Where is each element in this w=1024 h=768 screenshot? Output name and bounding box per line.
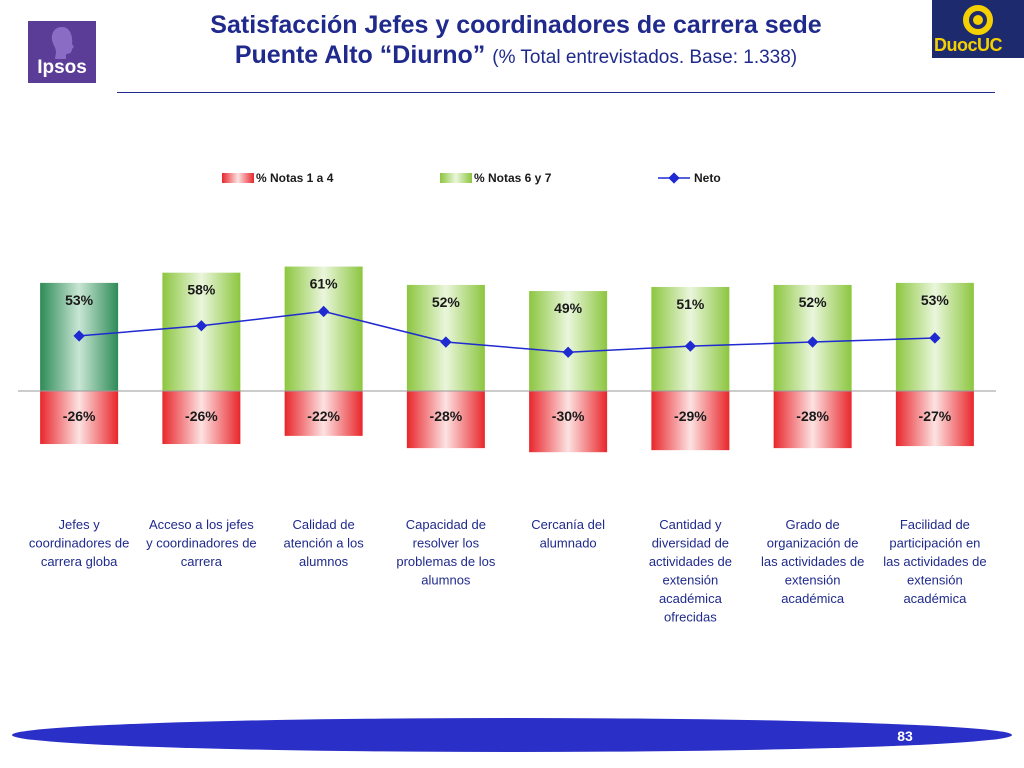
positive-value-label: 52% [432, 294, 461, 310]
category-label: y coordinadores de [146, 536, 257, 551]
positive-bar [529, 291, 608, 391]
negative-bar [284, 391, 363, 436]
category-labels: Jefes y coordinadores de carrera globa Acce… [29, 517, 987, 625]
category-label: académica [659, 591, 723, 606]
negative-value-label: -30% [552, 408, 585, 424]
duoc-logo-text: DuocUC [934, 35, 1003, 55]
negative-bar [651, 391, 730, 451]
category-label: alumnos [421, 573, 471, 588]
ipsos-head-icon [51, 27, 74, 59]
category-label: Acceso a los jefes [149, 517, 254, 532]
net-point [929, 332, 941, 344]
title-line-2-main: Puente Alto “Diurno” [234, 41, 486, 69]
negative-bar [529, 391, 608, 453]
page-number: 83 [897, 728, 913, 744]
footer-bar [12, 718, 1012, 752]
ipsos-logo: Ipsos [28, 21, 96, 83]
legend-label: % Notas 6 y 7 [474, 171, 552, 185]
positive-value-label: 58% [187, 282, 216, 298]
net-point [806, 336, 819, 348]
category-label: ofrecidas [664, 610, 717, 625]
category-label: las actividades de [761, 554, 864, 569]
category-label: Cantidad y [659, 517, 722, 532]
legend-label: Neto [694, 171, 721, 185]
positive-value-label: 49% [554, 300, 583, 316]
legend-marker [668, 172, 680, 184]
category-label: atención a los [284, 536, 365, 551]
category-label: las actividades de [883, 554, 986, 569]
negative-bar [162, 391, 241, 445]
net-point [562, 346, 574, 358]
negative-value-label: -27% [919, 408, 952, 424]
chart-legend: % Notas 1 a 4 % Notas 6 y 7 Neto [222, 171, 721, 185]
negative-value-label: -29% [674, 408, 707, 424]
category-label: extensión [663, 573, 719, 588]
category-label: Cercanía del [531, 517, 605, 532]
negative-value-label: -26% [185, 408, 218, 424]
positive-value-label: 52% [799, 294, 828, 310]
category-label: resolver los [413, 536, 480, 551]
negative-value-label: -26% [63, 408, 96, 424]
category-label: carrera [181, 554, 223, 569]
legend-swatch [222, 173, 254, 183]
category-label: participación en [889, 536, 980, 551]
category-label: Jefes y [59, 517, 101, 532]
net-line [79, 310, 935, 353]
category-label: Grado de [786, 517, 840, 532]
positive-bar [651, 286, 730, 391]
net-point [317, 305, 330, 318]
category-label: académica [781, 591, 845, 606]
duoc-crest-icon [961, 3, 995, 37]
legend-label: % Notas 1 a 4 [256, 171, 334, 185]
category-label: alumnos [299, 554, 349, 569]
positive-bar [162, 272, 241, 391]
category-label: diversidad de [652, 536, 729, 551]
positive-value-label: 61% [310, 276, 339, 292]
category-label: extensión [907, 573, 963, 588]
category-label: carrera globa [41, 554, 118, 569]
category-label: organización de [767, 536, 859, 551]
category-label: alumnado [540, 536, 597, 551]
positive-bars [40, 266, 974, 391]
category-label: académica [903, 591, 967, 606]
positive-value-label: 51% [676, 296, 705, 312]
positive-value-label: 53% [921, 292, 950, 308]
category-label: Facilidad de [900, 517, 970, 532]
category-label: problemas de los [396, 554, 495, 569]
positive-value-label: 53% [65, 292, 94, 308]
title-line-2: Puente Alto “Diurno” (% Total entrevista… [110, 40, 922, 73]
title-subtitle: (% Total entrevistados. Base: 1.338) [492, 47, 798, 68]
satisfaction-chart: % Notas 1 a 4 % Notas 6 y 7 Neto 53% -26% 58… [18, 171, 996, 625]
category-label: Calidad de [293, 517, 355, 532]
net-point [440, 336, 452, 348]
net-point [684, 340, 697, 352]
category-label: extensión [785, 573, 841, 588]
title-line-1: Satisfacción Jefes y coordinadores de ca… [210, 11, 822, 39]
negative-value-label: -22% [307, 408, 340, 424]
category-label: coordinadores de [29, 536, 129, 551]
data-labels: 53% -26% 58% -26% 61% -22% 52% -28% 49% -30% 51% -2… [63, 276, 952, 424]
negative-bars [40, 391, 974, 453]
title-divider [117, 92, 995, 93]
duoc-logo: DuocUC [932, 0, 1024, 58]
negative-bar [406, 391, 485, 449]
legend-swatch [440, 173, 472, 183]
net-point [195, 320, 208, 332]
category-label: actividades de [649, 554, 732, 569]
negative-bar [773, 391, 852, 449]
negative-bar [895, 391, 974, 447]
negative-value-label: -28% [430, 408, 463, 424]
category-label: Capacidad de [406, 517, 486, 532]
negative-value-label: -28% [796, 408, 829, 424]
positive-bar [284, 266, 363, 391]
page-title: Satisfacción Jefes y coordinadores de ca… [110, 10, 922, 73]
negative-bar [40, 391, 119, 445]
ipsos-logo-text: Ipsos [37, 57, 87, 78]
